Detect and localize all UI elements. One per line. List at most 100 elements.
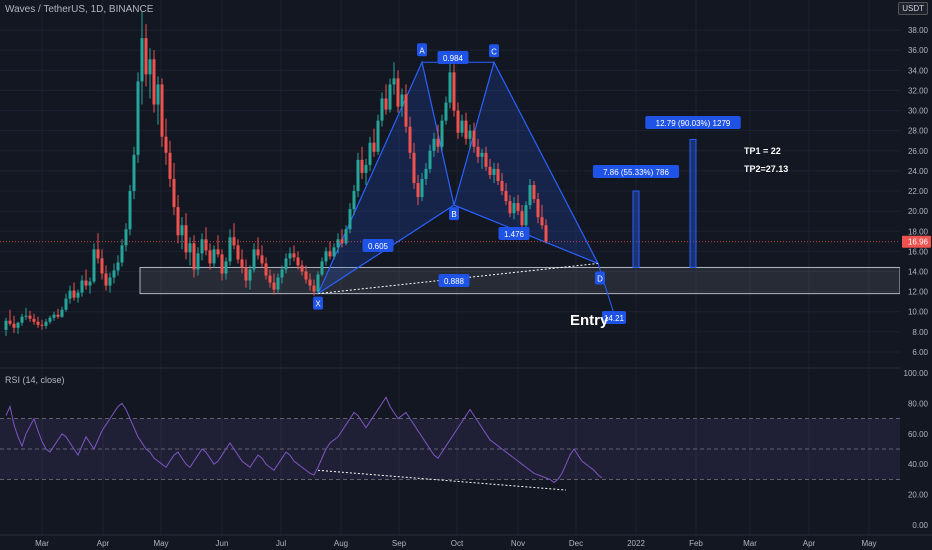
candle-body — [460, 120, 464, 133]
candle-body — [100, 258, 104, 274]
candle-body — [472, 130, 476, 147]
price-axis[interactable]: 38.00 36.00 34.00 32.00 30.00 28.00 26.00 24.00… — [900, 0, 932, 550]
target-bars — [632, 138, 697, 268]
candle-body — [404, 94, 408, 127]
candle-body — [528, 184, 532, 206]
candle-body — [240, 259, 244, 268]
candle-body — [280, 269, 284, 278]
entry-price-label: 14.21 — [604, 314, 625, 323]
candle-body — [288, 253, 292, 259]
candle-body — [252, 249, 256, 270]
time-tick-label: Jun — [216, 539, 229, 548]
candle-body — [248, 269, 252, 281]
candle-body — [8, 320, 12, 324]
candle-body — [128, 191, 132, 230]
ratio-xab-label-bg — [362, 239, 394, 252]
candle-body — [436, 138, 440, 147]
price-axis-bg — [900, 0, 932, 550]
candle-body — [212, 249, 216, 264]
ratio-xad-label-bg — [438, 274, 470, 287]
candle-body — [168, 152, 172, 179]
candle-body — [304, 271, 308, 280]
candle-body — [336, 239, 340, 248]
candle-body — [56, 314, 60, 317]
candle-body — [376, 120, 380, 152]
currency-badge[interactable]: USDT — [898, 2, 928, 15]
candle-body — [208, 250, 212, 264]
candle-body — [500, 180, 504, 192]
candle-body — [52, 314, 56, 318]
candle-body — [244, 267, 248, 281]
candle-body — [80, 280, 84, 293]
candle-body — [116, 262, 120, 271]
candle-body — [516, 203, 520, 212]
candle-body — [544, 225, 548, 242]
time-axis[interactable]: Mar Apr May Jun Jul Aug Sep Oct Nov Dec 2022 Feb Mar… — [0, 534, 932, 548]
candle-body — [308, 279, 312, 286]
time-tick-label: Oct — [451, 539, 464, 548]
candle-body — [380, 98, 384, 121]
target-bar — [689, 138, 697, 268]
rsi-title[interactable]: RSI (14, close) — [5, 375, 65, 385]
candle-body — [228, 237, 232, 262]
candle-body — [356, 159, 360, 192]
candle-body — [412, 152, 416, 183]
price-tick-label: 38.00 — [908, 26, 929, 35]
time-tick-label: May — [153, 539, 168, 548]
last-price-badge — [902, 235, 931, 248]
candle-body — [192, 243, 196, 270]
point-c-label-bg — [489, 44, 499, 58]
rsi-line — [5, 396, 603, 484]
candle-body — [260, 255, 264, 264]
candle-body — [172, 178, 176, 208]
candle-body — [324, 251, 328, 262]
candle-body — [340, 239, 344, 244]
candle-body — [316, 274, 320, 292]
rsi-tick-label: 0.00 — [912, 521, 928, 530]
candle-body — [392, 78, 396, 85]
candle-body — [364, 164, 368, 173]
candle-body — [440, 120, 444, 147]
candles — [0, 12, 900, 336]
candle-body — [112, 270, 116, 278]
candle-body — [16, 322, 20, 328]
candle-body — [520, 211, 524, 226]
time-tick-label: Mar — [743, 539, 757, 548]
point-c-label: C — [491, 47, 497, 56]
time-tick-label: Sep — [392, 539, 407, 548]
candle-body — [48, 317, 52, 322]
price-tick-label: 6.00 — [912, 348, 928, 357]
candle-body — [284, 258, 288, 270]
candle-body — [152, 59, 156, 105]
candle-body — [44, 321, 48, 326]
candle-body — [76, 292, 80, 298]
candle-body — [508, 201, 512, 214]
candle-body — [512, 203, 516, 214]
price-tick-label: 30.00 — [908, 107, 929, 116]
candle-body — [388, 84, 392, 110]
candle-body — [108, 277, 112, 286]
candle-body — [468, 130, 472, 139]
candle-body — [496, 168, 500, 181]
candle-body — [104, 273, 108, 286]
candle-body — [504, 191, 508, 202]
symbol-title[interactable]: Waves / TetherUS, 1D, BINANCE — [5, 4, 154, 15]
candle-body — [64, 298, 68, 310]
tp2-label: TP2=27.13 — [744, 164, 788, 174]
candle-body — [148, 59, 152, 75]
candle-body — [296, 257, 300, 266]
target1-label-bg — [592, 165, 680, 178]
candle-body — [480, 152, 484, 157]
candle-body — [320, 261, 324, 275]
entry-label: Entry — [570, 312, 609, 329]
candle-body — [492, 168, 496, 175]
candle-body — [180, 225, 184, 236]
candle-body — [232, 237, 236, 246]
time-tick-label: Apr — [803, 539, 816, 548]
candle-body — [524, 205, 528, 226]
rsi-panel — [0, 396, 900, 491]
candle-body — [352, 191, 356, 210]
target1-label: 7.86 (55.33%) 786 — [603, 168, 669, 177]
ratio-abc-label-bg — [437, 51, 469, 64]
